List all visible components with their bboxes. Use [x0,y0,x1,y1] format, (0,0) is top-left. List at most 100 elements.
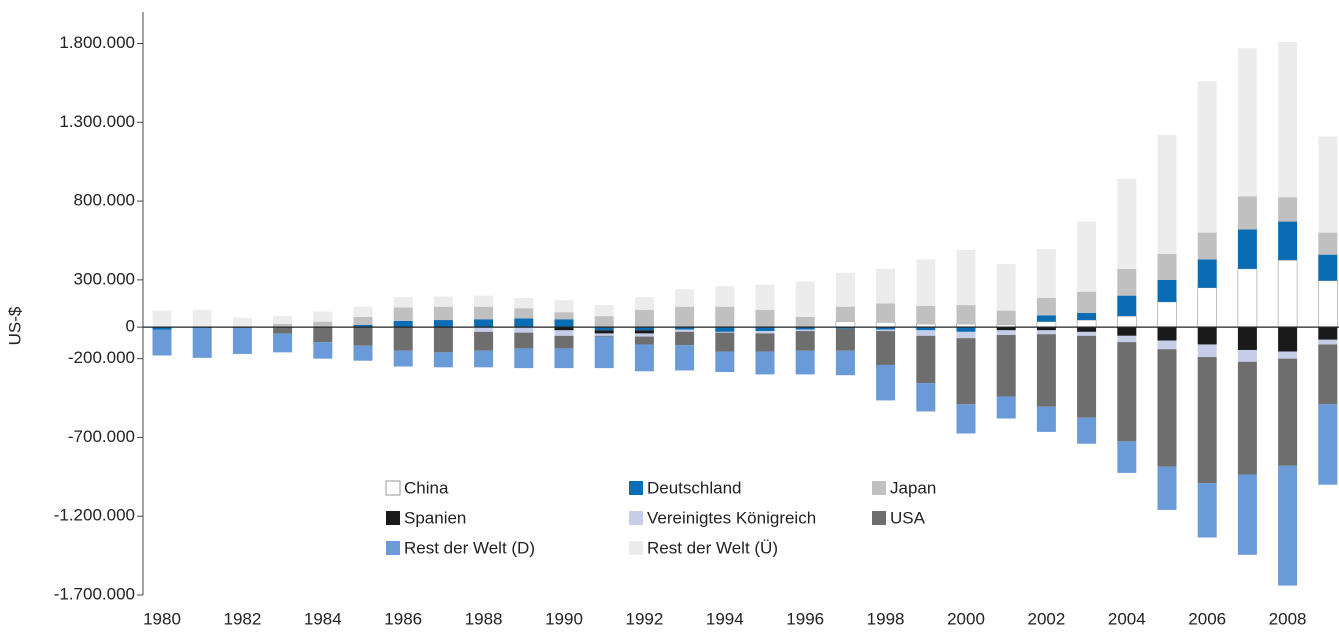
bar-segment [1117,327,1137,336]
bar-segment [514,308,534,319]
bar-segment [1157,279,1177,302]
bar-segment [1036,321,1057,328]
bar-segment [956,338,976,405]
x-tick-label: 2008 [1269,609,1307,628]
bar-segment [232,317,252,327]
bar-segment [554,330,574,336]
bar-segment [634,297,654,310]
bar-segment [393,307,413,321]
bar-segment [594,333,614,336]
bar-segment [634,344,654,372]
bar-segment [956,404,976,434]
bar-segment [795,327,815,330]
bar-segment [1157,134,1177,254]
legend-label: Rest der Welt (Ü) [647,538,778,557]
bar-segment [554,319,574,328]
bar-segment [474,350,494,368]
y-tick-label: 1.800.000 [59,33,135,52]
bar-segment [755,327,775,332]
x-tick-label: 1994 [706,609,744,628]
bar-segment [675,331,695,346]
bar-segment [916,327,936,331]
y-tick-label: 0 [126,317,135,336]
bar-segment [192,327,212,358]
bar-segment [594,336,614,369]
bar-segment [232,327,252,354]
bar-segment [755,333,775,352]
bar-segment [875,322,896,328]
bar-segment [554,348,574,369]
legend-swatch [872,481,886,495]
bar-segment [1117,295,1137,317]
bar-segment [433,296,453,307]
bar-segment [1036,315,1056,322]
bar-segment [273,333,293,353]
bar-segment [554,300,574,313]
bar-segment [1036,406,1056,432]
bar-segment [313,327,333,343]
bar-segment [353,316,373,325]
bar-segment [1036,327,1056,331]
bar-segment [514,318,534,328]
legend-swatch [386,541,400,555]
bar-segment [1197,357,1217,484]
bar-segment [876,327,896,330]
bar-segment [795,350,815,375]
bar-segment [1277,259,1298,328]
bar-segment [835,321,856,328]
bar-segment [876,329,896,332]
bar-segment [152,329,172,356]
bar-segment [152,327,172,330]
bar-segment [715,351,735,373]
bar-segment [433,352,453,368]
bar-segment [835,350,855,376]
legend-label: China [404,478,449,497]
bar-segment [755,331,775,334]
bar-segment [594,327,614,331]
bar-segment [1318,404,1338,485]
bar-segment [956,249,976,306]
bar-segment [1237,196,1257,230]
bar-segment [634,330,654,334]
bar-segment [1278,465,1298,586]
bar-segment [835,272,855,307]
bar-segment [1157,340,1177,350]
bar-segment [1237,48,1257,197]
bar-segment [192,309,212,328]
bar-segment [876,364,896,401]
bar-segment [996,335,1016,397]
bar-segment [1077,291,1097,313]
bar-segment [1318,232,1338,255]
bar-segment [795,331,815,351]
bar-segment [916,335,936,384]
bar-segment [795,329,815,332]
bar-segment [353,327,373,346]
y-tick-label: 1.300.000 [59,112,135,131]
bar-segment [1157,327,1177,341]
x-tick-label: 2002 [1027,609,1065,628]
legend-swatch [629,481,643,495]
legend-label: Rest der Welt (D) [404,538,535,557]
bar-segment [393,350,413,367]
x-tick-label: 1996 [786,609,824,628]
bar-segment [715,327,735,332]
legend-label: Japan [890,478,936,497]
legend-swatch [629,541,643,555]
bar-segment [1197,344,1217,358]
bar-segment [715,286,735,307]
bar-segment [1197,287,1217,328]
bar-segment [1278,327,1298,352]
legend-swatch [386,511,400,525]
y-tick-label: -700.000 [68,427,135,446]
bar-segment [1077,417,1097,444]
y-axis-label: US-$ [5,306,24,345]
bar-segment [514,327,534,333]
bar-segment [715,331,735,333]
bar-segment [675,306,695,328]
bar-segment [353,306,373,317]
bar-segment [1318,254,1338,281]
bar-segment [876,331,896,365]
legend-swatch [872,511,886,525]
bar-segment [1036,249,1056,298]
